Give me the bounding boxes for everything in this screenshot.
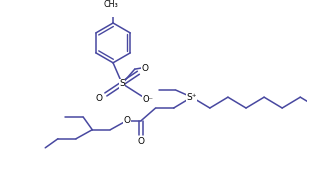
Text: S⁺: S⁺ (186, 93, 197, 102)
Text: O: O (96, 94, 103, 103)
Text: CH₃: CH₃ (104, 0, 118, 9)
Text: O⁻: O⁻ (143, 95, 154, 104)
Text: S: S (119, 79, 125, 88)
Text: O: O (141, 64, 148, 73)
Text: O: O (123, 116, 130, 125)
Text: O: O (137, 137, 145, 146)
